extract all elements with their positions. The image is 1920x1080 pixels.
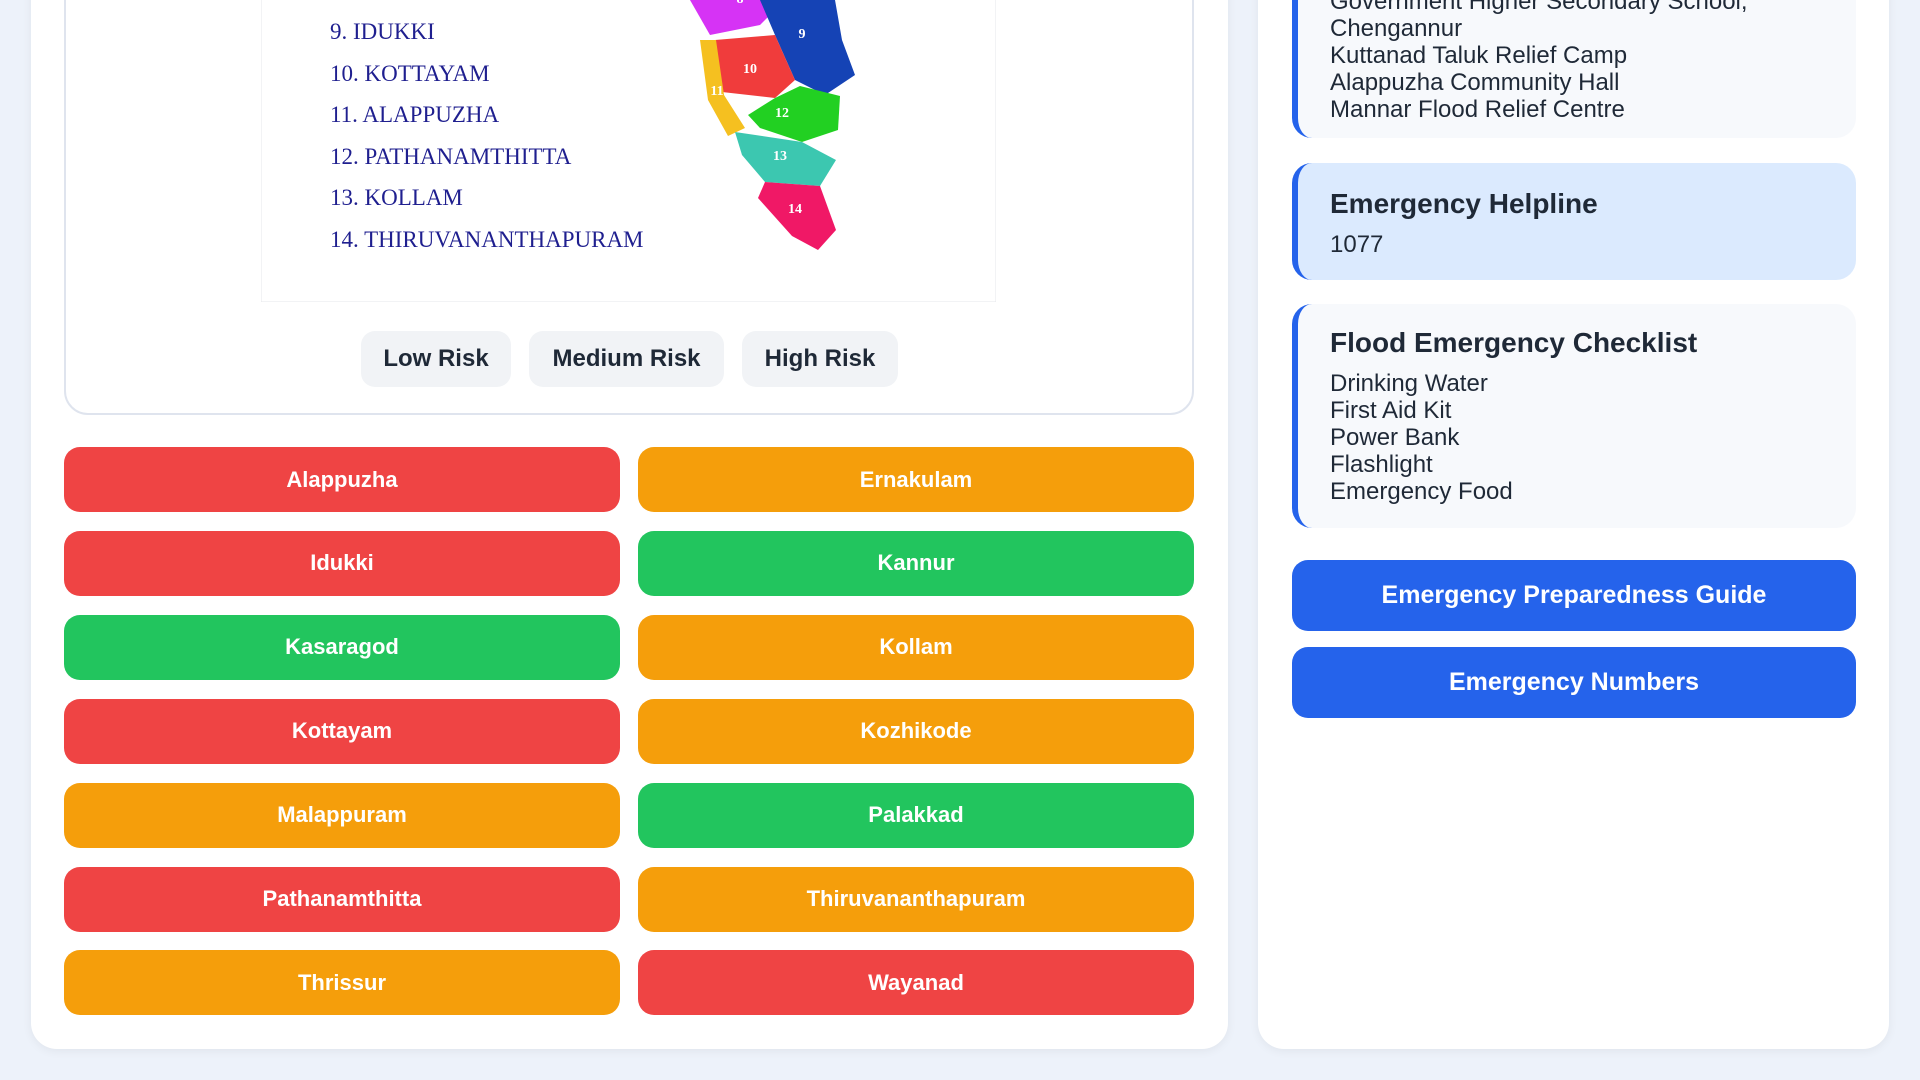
district-button[interactable]: Thiruvananthapuram — [638, 866, 1194, 932]
risk-filter[interactable]: Low Risk — [361, 331, 511, 387]
region-9 — [760, 0, 855, 95]
action-button[interactable]: Emergency Preparedness Guide — [1292, 560, 1856, 631]
region-10 — [715, 35, 795, 98]
checklist-title: Flood Emergency Checklist — [1330, 327, 1698, 358]
region-label: 14 — [788, 202, 802, 217]
district-button[interactable]: Pathanamthitta — [64, 866, 620, 932]
map-frame — [261, 0, 996, 302]
district-button[interactable]: Kasaragod — [64, 614, 620, 680]
kerala-map: 8 9 10 11 12 13 14 — [261, 0, 996, 302]
region-14 — [758, 182, 836, 250]
district-button[interactable]: Alappuzha — [64, 447, 620, 512]
region-label: 12 — [775, 106, 789, 121]
shelter-item: Kuttanad Taluk Relief Camp — [1330, 42, 1628, 69]
district-button[interactable]: Malappuram — [64, 782, 620, 848]
helpline-number: 1077 — [1330, 231, 1384, 258]
checklist-item: Emergency Food — [1330, 478, 1513, 505]
checklist-item: Drinking Water — [1330, 370, 1488, 397]
shelter-item: Chengannur — [1330, 15, 1463, 42]
district-button[interactable]: Kozhikode — [638, 698, 1194, 764]
risk-filter[interactable]: Medium Risk — [529, 331, 724, 387]
region-label: 11 — [710, 84, 723, 99]
shelter-item: Government Higher Secondary School, — [1330, 0, 1748, 15]
region-11 — [700, 40, 745, 136]
region-12 — [748, 86, 840, 142]
region-label: 9 — [799, 27, 806, 42]
checklist-card: Flood Emergency Checklist Drinking Water… — [1292, 304, 1856, 528]
map-list-item: 13. KOLLAM — [330, 185, 463, 210]
map-list-item: 12. PATHANAMTHITTA — [330, 143, 572, 169]
action-button[interactable]: Emergency Numbers — [1292, 647, 1856, 718]
shelter-card: Government Higher Secondary School, Cheng… — [1292, 0, 1856, 138]
checklist-item: Power Bank — [1330, 424, 1460, 451]
district-button[interactable]: Idukki — [64, 530, 620, 596]
district-button[interactable]: Ernakulam — [638, 447, 1194, 512]
shelter-item: Alappuzha Community Hall — [1330, 69, 1620, 96]
map-list-item: 9. IDUKKI — [330, 19, 435, 44]
region-13 — [735, 132, 836, 186]
region-label: 10 — [743, 62, 757, 77]
checklist-item: Flashlight — [1330, 451, 1433, 478]
district-button[interactable]: Thrissur — [64, 950, 620, 1016]
map-list-item: 14. THIRUVANANTHAPURAM — [330, 226, 644, 252]
helpline-title: Emergency Helpline — [1330, 188, 1598, 219]
region-8 — [690, 0, 785, 35]
helpline-card: Emergency Helpline 1077 — [1292, 163, 1856, 280]
district-button[interactable]: Palakkad — [638, 782, 1194, 848]
region-label: 13 — [773, 149, 787, 164]
shelter-item: Mannar Flood Relief Centre — [1330, 96, 1625, 123]
district-button[interactable]: Kottayam — [64, 698, 620, 764]
risk-filter[interactable]: High Risk — [742, 331, 898, 387]
district-button[interactable]: Wayanad — [638, 950, 1194, 1016]
checklist-item: First Aid Kit — [1330, 397, 1452, 424]
map-list-item: 10. KOTTAYAM — [330, 60, 490, 86]
district-button[interactable]: Kannur — [638, 530, 1194, 596]
region-label: 8 — [737, 0, 744, 7]
district-button[interactable]: Kollam — [638, 614, 1194, 680]
map-list-item: 11. ALAPPUZHA — [330, 102, 500, 127]
